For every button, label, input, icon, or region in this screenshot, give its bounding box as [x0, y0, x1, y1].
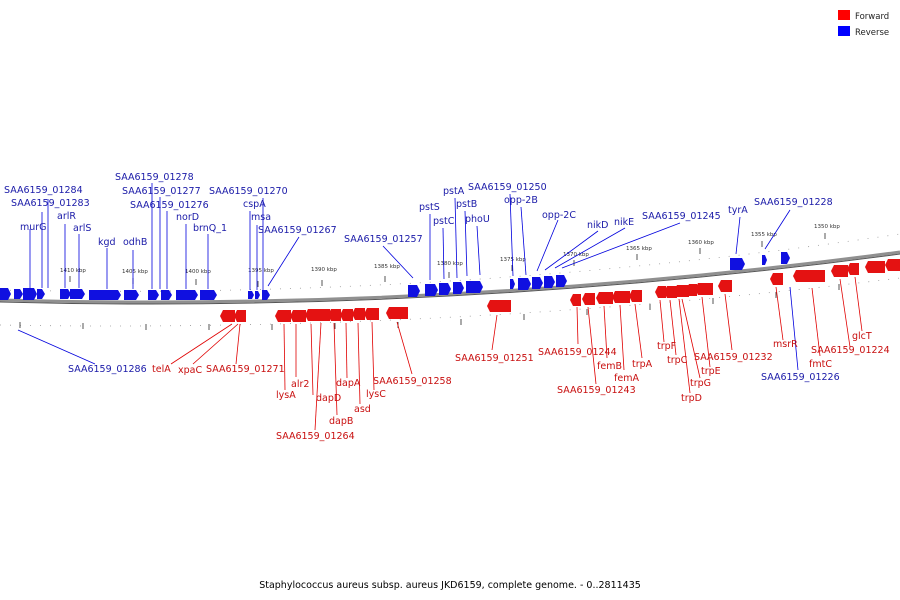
- gene-label[interactable]: pstS: [419, 202, 440, 213]
- gene-label[interactable]: nikD: [587, 220, 608, 231]
- gene-label[interactable]: dapD: [316, 393, 341, 404]
- gene-label[interactable]: SAA6159_01283: [11, 198, 90, 209]
- gene-label[interactable]: SAA6159_01276: [130, 200, 209, 211]
- gene-label[interactable]: phoU: [465, 214, 490, 225]
- gene-label[interactable]: dapA: [336, 378, 361, 389]
- tick-label: 1395 kbp: [248, 268, 274, 274]
- gene-label[interactable]: SAA6159_01257: [344, 234, 423, 245]
- gene-label[interactable]: SAA6159_01224: [811, 345, 890, 356]
- genome-backbone-shadow: [0, 253, 900, 305]
- legend-label-reverse: Reverse: [855, 28, 889, 38]
- tick-label: 1355 kbp: [751, 232, 777, 238]
- gene-label[interactable]: brnQ_1: [193, 223, 227, 234]
- gene-label[interactable]: trpD: [681, 393, 702, 404]
- gene-label[interactable]: arlR: [57, 211, 76, 222]
- forward-leader-lines: [170, 276, 863, 431]
- forward-genes: [220, 259, 900, 322]
- tick-label: 1410 kbp: [60, 268, 86, 274]
- gene-label[interactable]: opp-2B: [504, 195, 538, 206]
- gene-label[interactable]: tyrA: [728, 205, 748, 216]
- tick-label: 1385 kbp: [374, 264, 400, 270]
- gene-label[interactable]: SAA6159_01226: [761, 372, 840, 383]
- gene-label[interactable]: arlS: [73, 223, 91, 234]
- gene-label[interactable]: pstB: [456, 199, 477, 210]
- legend-swatch-reverse: [838, 26, 850, 36]
- gene-label[interactable]: SAA6159_01250: [468, 182, 547, 193]
- forward-labels: telA xpaC SAA6159_01271 alr2 lysA dapD d…: [152, 331, 890, 442]
- gene-label[interactable]: opp-2C: [542, 210, 576, 221]
- tick-label: 1405 kbp: [122, 269, 148, 275]
- tick-label: 1370 kbp: [563, 252, 589, 258]
- reverse-labels: SAA6159_01284 SAA6159_01283 murG arlR ar…: [4, 172, 840, 383]
- gene-label[interactable]: SAA6159_01270: [209, 186, 288, 197]
- gene-label[interactable]: lysA: [276, 390, 296, 401]
- gene-label[interactable]: xpaC: [178, 365, 202, 376]
- gene-label[interactable]: SAA6159_01277: [122, 186, 201, 197]
- gene-label[interactable]: telA: [152, 364, 171, 375]
- gene-label[interactable]: trpE: [701, 366, 721, 377]
- gene-label[interactable]: pstC: [433, 216, 455, 227]
- gene-label[interactable]: SAA6159_01271: [206, 364, 285, 375]
- legend-swatch-forward: [838, 10, 850, 20]
- gene-label[interactable]: kgd: [98, 237, 116, 248]
- gene-label[interactable]: SAA6159_01284: [4, 185, 83, 196]
- gene-label[interactable]: fmtC: [809, 359, 832, 370]
- tick-label: 1390 kbp: [311, 267, 337, 273]
- gene-label[interactable]: alr2: [291, 379, 309, 390]
- gene-label[interactable]: trpC: [667, 355, 688, 366]
- gene-label[interactable]: msa: [251, 212, 271, 223]
- tick-label: 1400 kbp: [185, 269, 211, 275]
- gene-label[interactable]: SAA6159_01258: [373, 376, 452, 387]
- reverse-leader-lines: [17, 183, 799, 371]
- gene-label[interactable]: dapB: [329, 416, 353, 427]
- figure-caption: Staphylococcus aureus subsp. aureus JKD6…: [259, 580, 641, 591]
- gene-label[interactable]: femB: [597, 361, 622, 372]
- gene-label[interactable]: norD: [176, 212, 199, 223]
- gene-label[interactable]: SAA6159_01243: [557, 385, 636, 396]
- legend: Forward Reverse: [838, 10, 889, 38]
- gene-label[interactable]: trpF: [657, 341, 676, 352]
- gene-label[interactable]: SAA6159_01264: [276, 431, 355, 442]
- tick-label: 1380 kbp: [437, 261, 463, 267]
- tick-label: 1365 kbp: [626, 246, 652, 252]
- gene-label[interactable]: SAA6159_01286: [68, 364, 147, 375]
- gene-label[interactable]: msrR: [773, 339, 798, 350]
- gene-label[interactable]: murG: [20, 222, 47, 233]
- tick-label: 1350 kbp: [814, 224, 840, 230]
- tick-label: 1360 kbp: [688, 240, 714, 246]
- legend-label-forward: Forward: [855, 12, 889, 22]
- gene-label[interactable]: SAA6159_01251: [455, 353, 534, 364]
- gene-label[interactable]: trpG: [690, 378, 711, 389]
- gene-label[interactable]: pstA: [443, 186, 465, 197]
- gene-label[interactable]: SAA6159_01244: [538, 347, 617, 358]
- tick-label: 1375 kbp: [500, 257, 526, 263]
- gene-label[interactable]: SAA6159_01232: [694, 352, 773, 363]
- gene-label[interactable]: nikE: [614, 217, 634, 228]
- genome-backbone: [0, 250, 900, 304]
- gene-label[interactable]: SAA6159_01245: [642, 211, 721, 222]
- gene-label[interactable]: SAA6159_01278: [115, 172, 194, 183]
- gene-label[interactable]: odhB: [123, 237, 147, 248]
- gene-label[interactable]: femA: [614, 373, 639, 384]
- gene-label[interactable]: SAA6159_01267: [258, 225, 337, 236]
- gene-label[interactable]: lysC: [366, 389, 386, 400]
- gene-label[interactable]: SAA6159_01228: [754, 197, 833, 208]
- gene-label[interactable]: glcT: [852, 331, 872, 342]
- gene-label[interactable]: trpA: [632, 359, 653, 370]
- gene-label[interactable]: asd: [354, 404, 371, 415]
- reverse-genes: [0, 252, 790, 300]
- gene-label[interactable]: cspA: [243, 199, 266, 210]
- scale-line-lower: [0, 277, 900, 327]
